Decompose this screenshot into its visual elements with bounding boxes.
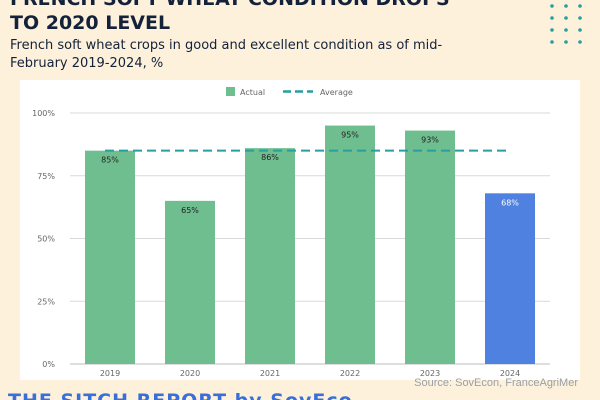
x-tick-label: 2020 (180, 369, 200, 378)
x-tick-label: 2022 (340, 369, 360, 378)
decor-dot (578, 16, 582, 20)
x-tick-label: 2023 (420, 369, 440, 378)
headline: FRENCH SOFT WHEAT CONDITION DROPS TO 202… (10, 0, 550, 36)
bar (405, 130, 455, 364)
y-tick-label: 25% (37, 297, 55, 306)
chart-subtitle: French soft wheat crops in good and exce… (10, 38, 443, 71)
x-tick-label: 2019 (100, 369, 120, 378)
headline-line-1: FRENCH SOFT WHEAT CONDITION DROPS (10, 0, 550, 11)
footer-brand-text: THE SITCH REPORT by SovEco (8, 391, 380, 400)
decor-dot (578, 28, 582, 32)
decor-dot (564, 16, 568, 20)
bar (325, 125, 375, 364)
y-tick-label: 100% (32, 109, 55, 118)
decor-dot (564, 28, 568, 32)
bars (85, 125, 535, 364)
decor-dot (550, 40, 554, 44)
x-tick-label: 2021 (260, 369, 280, 378)
y-tick-label: 75% (37, 172, 55, 181)
source-note: Source: SovEcon, FranceAgriMer (414, 377, 578, 389)
decor-dot (550, 4, 554, 8)
headline-line-2: TO 2020 LEVEL (10, 12, 171, 34)
legend-actual-label: Actual (240, 88, 265, 97)
x-axis-ticks: 2019 2020 2021 2022 2023 2024 (100, 369, 520, 378)
decor-dot (550, 28, 554, 32)
decor-dot (578, 4, 582, 8)
y-tick-label: 0% (42, 360, 55, 369)
decor-dot (578, 40, 582, 44)
gridlines (70, 112, 550, 365)
bar-value-label: 95% (341, 131, 359, 140)
legend-actual-swatch (226, 87, 235, 96)
x-tick-label: 2024 (500, 369, 520, 378)
legend: Actual Average (226, 87, 353, 97)
y-axis-ticks: 0% 25% 50% 75% 100% (32, 109, 55, 369)
bar-value-label: 86% (261, 153, 279, 162)
bar (485, 193, 535, 364)
decor-dot (550, 16, 554, 20)
decorative-dots-icon (550, 4, 582, 44)
bar-value-label: 68% (501, 198, 519, 207)
legend-average-label: Average (320, 88, 353, 97)
decor-dot (564, 4, 568, 8)
decor-dot (564, 40, 568, 44)
bar-value-label: 93% (421, 136, 439, 145)
bar-value-label: 65% (181, 206, 199, 215)
footer-brand: THE SITCH REPORT by SovEco (0, 389, 380, 400)
y-tick-label: 50% (37, 235, 55, 244)
bar (165, 200, 215, 364)
bar-value-label: 85% (101, 156, 119, 165)
data-labels: 85% 65% 86% 95% 93% 68% (101, 131, 519, 215)
bar (85, 150, 135, 364)
bar (245, 148, 295, 364)
